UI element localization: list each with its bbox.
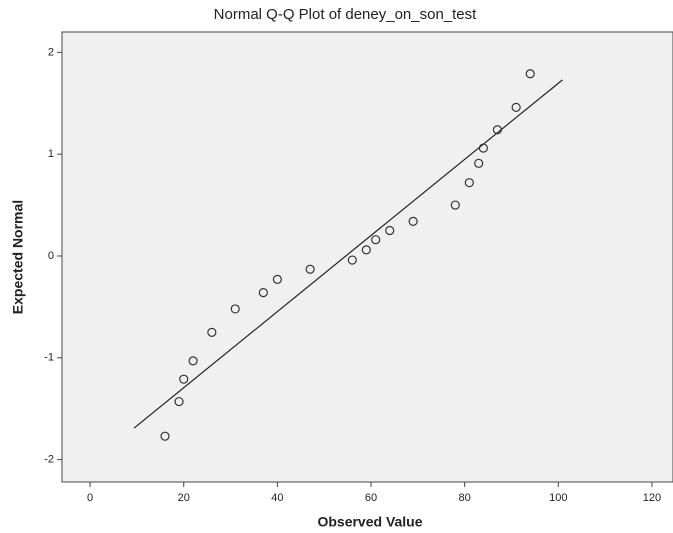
point — [371, 235, 381, 245]
point — [408, 216, 418, 226]
x-tick-label: 100 — [549, 492, 567, 504]
y-tick-label: -1 — [44, 352, 54, 364]
point — [230, 304, 240, 314]
point — [347, 255, 357, 265]
x-tick-label: 80 — [459, 492, 471, 504]
point — [464, 178, 474, 188]
chart-title: Normal Q-Q Plot of deney_on_son_test — [214, 6, 477, 23]
x-tick-label: 40 — [271, 492, 283, 504]
x-axis-label: Observed Value — [317, 514, 422, 530]
point — [272, 274, 282, 284]
point — [474, 158, 484, 168]
point — [361, 245, 371, 255]
plot-area — [61, 31, 673, 483]
point — [258, 288, 268, 298]
x-tick-label: 60 — [365, 492, 377, 504]
x-tick-label: 20 — [178, 492, 190, 504]
y-tick-label: 1 — [48, 148, 54, 160]
y-tick-label: 2 — [48, 46, 54, 58]
point — [450, 200, 460, 210]
point — [492, 125, 503, 135]
point — [179, 374, 189, 384]
y-tick-label: -2 — [44, 454, 54, 466]
x-tick-label: 120 — [643, 492, 661, 504]
point — [207, 327, 217, 337]
y-axis-label: Expected Normal — [10, 200, 26, 314]
point — [188, 356, 198, 366]
point — [385, 225, 395, 236]
y-tick-label: 0 — [48, 250, 54, 262]
point — [511, 102, 521, 112]
point — [305, 264, 315, 274]
point — [478, 143, 488, 153]
x-tick-label: 0 — [87, 492, 93, 504]
point — [525, 69, 535, 79]
point — [174, 396, 184, 407]
reference-line — [133, 79, 563, 429]
point — [160, 431, 170, 441]
